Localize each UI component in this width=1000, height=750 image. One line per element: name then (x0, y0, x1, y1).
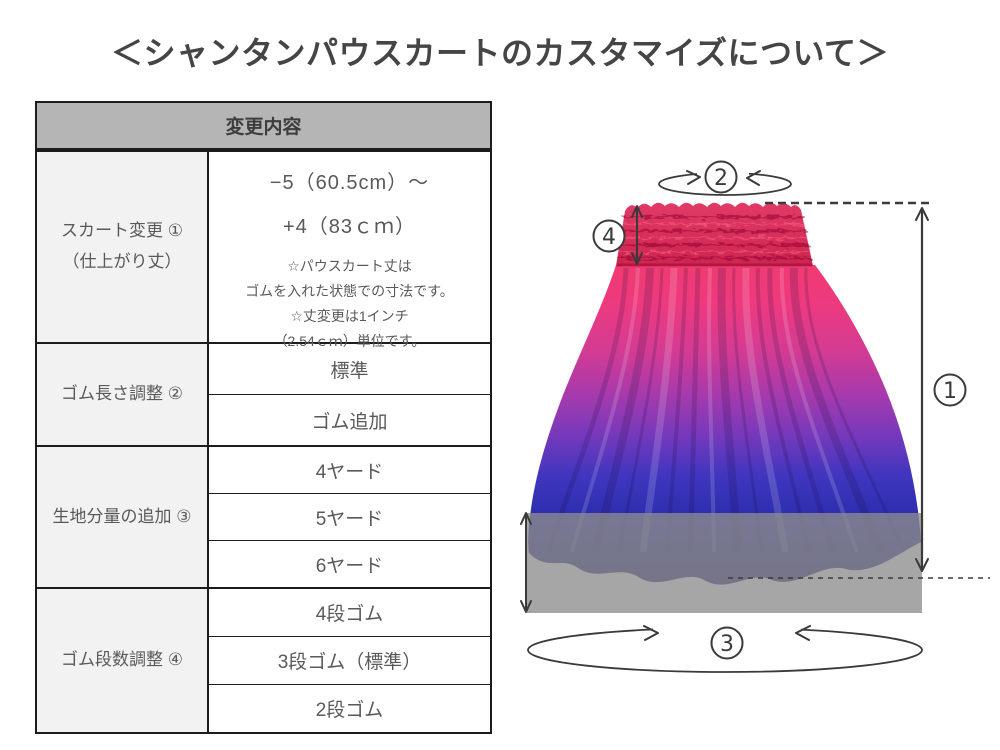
cell-elastic-rows-options: 4段ゴム 3段ゴム（標準） 2段ゴム (209, 589, 490, 732)
row-label-skirt-length: スカート変更 ① （仕上がり丈） (37, 152, 209, 342)
measurement-annotations: 1 2 3 4 (520, 160, 990, 673)
option-2row-elastic: 2段ゴム (209, 684, 490, 732)
overlay-height-arrow (520, 512, 532, 613)
marker-band: 4 (592, 219, 626, 253)
marker-waist: 2 (704, 160, 738, 194)
length-range-line1: −5（60.5cm）～ (269, 172, 430, 194)
length-note-4: （2.54ｃｍ）単位です。 (273, 332, 426, 349)
length-range-line2: +4（83ｃｍ） (282, 216, 417, 238)
option-add-elastic: ゴム追加 (209, 394, 490, 445)
row-label-line2: （仕上がり丈） (62, 252, 182, 271)
cell-elastic-length-options: 標準 ゴム追加 (209, 344, 490, 445)
marker-length: 1 (933, 373, 967, 407)
table-row-fabric-amount: 生地分量の追加 ③ 4ヤード 5ヤード 6ヤード (37, 445, 490, 587)
option-6yards: 6ヤード (209, 540, 490, 587)
skirt-waistband (616, 202, 813, 266)
cell-fabric-amount-options: 4ヤード 5ヤード 6ヤード (209, 447, 490, 587)
marker-hem-number: 3 (720, 632, 734, 657)
option-standard: 標準 (330, 360, 369, 382)
length-note-1: ☆パウスカート丈は (287, 258, 412, 274)
skirt-diagram: 1 2 3 4 (520, 160, 990, 673)
table-row-skirt-length: スカート変更 ① （仕上がり丈） −5（60.5cm）～ +4（83ｃｍ） ☆パ… (37, 150, 490, 349)
cell-skirt-length-detail: −5（60.5cm）～ +4（83ｃｍ） ☆パウスカート丈は ゴムを入れた状態で… (209, 152, 490, 349)
marker-length-number: 1 (943, 379, 957, 404)
option-3row-elastic: 3段ゴム（標準） (209, 636, 490, 684)
customization-table: 変更内容 スカート変更 ① （仕上がり丈） −5（60.5cm）～ +4（83ｃ… (35, 101, 492, 734)
length-note-2: ゴムを入れた状態での寸法です。 (245, 282, 454, 299)
page-title: ＜シャンタンパウスカートのカスタマイズについて＞ (110, 35, 890, 71)
length-note-3: ☆丈変更は1インチ (290, 307, 409, 324)
table-header: 変更内容 (37, 103, 490, 150)
length-arrow (915, 207, 929, 572)
waistband-shirring-rows (617, 215, 812, 260)
marker-band-number: 4 (602, 225, 616, 250)
option-4row-elastic: 4段ゴム (315, 604, 384, 625)
pleat-shading (545, 267, 906, 554)
row-label-line1: スカート変更 ① (61, 221, 183, 241)
marker-hem: 3 (710, 626, 744, 660)
row-label-elastic-length: ゴム長さ調整 ② (37, 344, 209, 445)
table-row-elastic-rows: ゴム段数調整 ④ 4段ゴム 3段ゴム（標準） 2段ゴム (37, 587, 490, 732)
table-row-elastic-length: ゴム長さ調整 ② 標準 ゴム追加 (37, 342, 490, 445)
skirt-body (528, 265, 921, 585)
marker-waist-number: 2 (714, 166, 728, 191)
row-label-fabric-amount: 生地分量の追加 ③ (37, 447, 209, 587)
option-5yards: 5ヤード (209, 493, 490, 540)
band-height-arrow (631, 205, 643, 265)
hem-measure-overlay (527, 513, 922, 613)
option-4yards: 4ヤード (315, 461, 384, 483)
row-label-elastic-rows: ゴム段数調整 ④ (37, 589, 209, 732)
